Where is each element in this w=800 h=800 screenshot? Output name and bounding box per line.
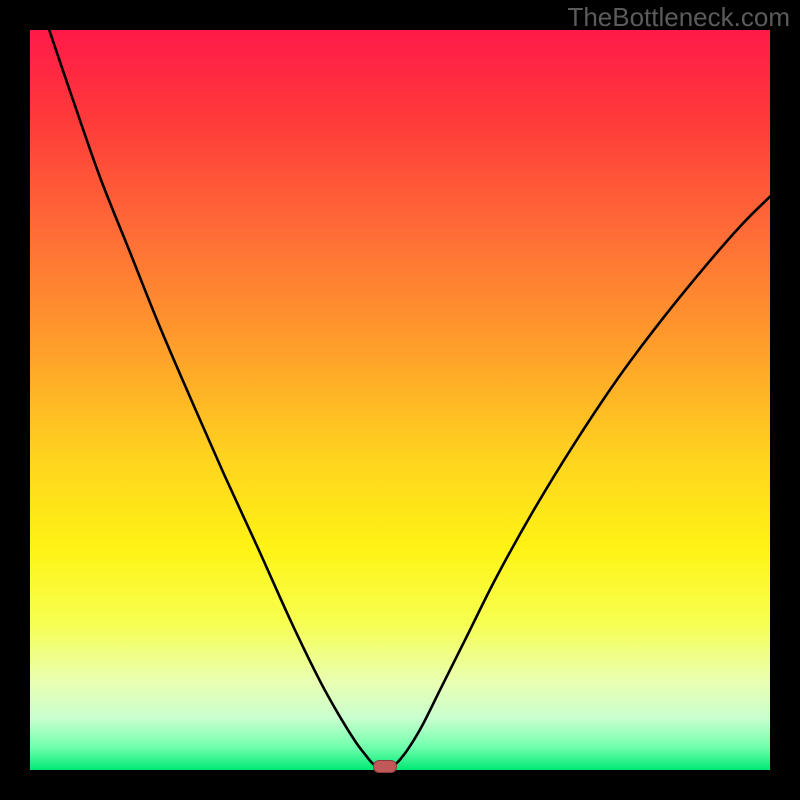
chart-frame: TheBottleneck.com bbox=[0, 0, 800, 800]
watermark-text: TheBottleneck.com bbox=[567, 2, 790, 33]
bottleneck-curve bbox=[30, 30, 770, 770]
curve-right-branch bbox=[394, 197, 770, 766]
optimal-point-marker bbox=[373, 760, 397, 772]
plot-area bbox=[30, 30, 770, 770]
curve-left-branch bbox=[49, 30, 375, 766]
